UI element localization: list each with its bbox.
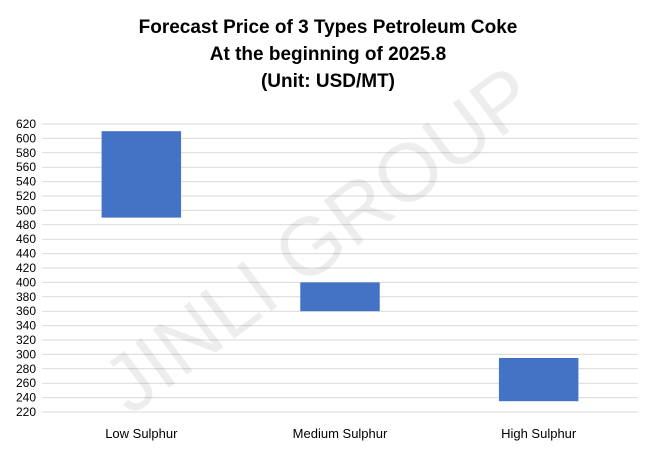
y-tick-label: 520	[16, 189, 36, 203]
y-tick-label: 340	[16, 319, 36, 333]
chart-title-line-1: Forecast Price of 3 Types Petroleum Coke	[138, 17, 518, 38]
x-axis-ticks: Low Sulphur Medium Sulphur High Sulphur	[105, 426, 577, 441]
y-tick-label: 460	[16, 232, 36, 246]
watermark-text: JINLI GROUP	[86, 49, 552, 432]
y-tick-label: 420	[16, 261, 36, 275]
y-tick-label: 320	[16, 333, 36, 347]
y-tick-label: 540	[16, 175, 36, 189]
y-tick-label: 500	[16, 203, 36, 217]
y-tick-label: 380	[16, 290, 36, 304]
y-tick-label: 560	[16, 160, 36, 174]
chart-title: Forecast Price of 3 Types Petroleum Coke…	[0, 14, 656, 95]
bars	[101, 131, 579, 402]
y-tick-label: 580	[16, 146, 36, 160]
x-tick-label: High Sulphur	[501, 426, 577, 441]
y-tick-label: 360	[16, 304, 36, 318]
y-tick-label: 400	[16, 275, 36, 289]
y-tick-label: 280	[16, 362, 36, 376]
chart-title-line-2: At the beginning of 2025.8	[209, 44, 447, 65]
y-axis-ticks: 2202402602803003203403603804004204404604…	[16, 117, 36, 419]
x-tick-label: Medium Sulphur	[293, 426, 388, 441]
y-tick-label: 220	[16, 405, 36, 419]
y-tick-label: 480	[16, 218, 36, 232]
y-tick-label: 260	[16, 376, 36, 390]
bar-high-sulphur	[498, 358, 579, 402]
y-tick-label: 440	[16, 247, 36, 261]
y-tick-label: 600	[16, 131, 36, 145]
chart-title-line-3: (Unit: USD/MT)	[260, 71, 396, 92]
y-tick-label: 620	[16, 117, 36, 131]
x-tick-label: Low Sulphur	[105, 426, 178, 441]
bar-low-sulphur	[101, 131, 182, 218]
y-tick-label: 240	[16, 391, 36, 405]
watermark: JINLI GROUP	[86, 49, 552, 432]
bar-medium-sulphur	[300, 282, 380, 312]
y-tick-label: 300	[16, 347, 36, 361]
